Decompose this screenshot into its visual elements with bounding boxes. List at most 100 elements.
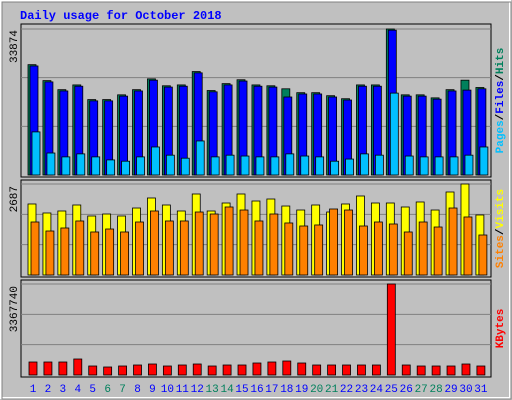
bar [373, 221, 383, 276]
x-tick-label: 7 [119, 384, 126, 396]
bar [209, 213, 219, 276]
bar [177, 364, 187, 376]
bar [148, 363, 157, 376]
bar [239, 209, 249, 276]
bar [255, 156, 265, 176]
legend-entry: Files [495, 81, 507, 114]
bar [285, 153, 295, 176]
bar [28, 361, 38, 376]
bar [45, 230, 55, 276]
bar [345, 158, 354, 176]
x-tick-label: 25 [385, 384, 398, 396]
bar [150, 210, 159, 276]
bar [136, 156, 145, 176]
bar [431, 365, 441, 376]
x-tick-label: 12 [191, 384, 204, 396]
bar [88, 365, 98, 376]
bar [342, 364, 351, 376]
bar [31, 131, 41, 176]
bar [43, 361, 53, 376]
bar [327, 364, 337, 376]
x-tick-label: 11 [176, 384, 190, 396]
bar [105, 228, 115, 276]
y-tick-label: 2687 [9, 186, 21, 212]
legend-entry: Sites [495, 235, 507, 268]
bar [464, 154, 474, 176]
x-tick-label: 30 [459, 384, 472, 396]
bar [252, 362, 262, 376]
y-tick-label: 3367740 [9, 286, 21, 332]
bar [30, 221, 40, 276]
bar [419, 156, 429, 176]
bar [416, 365, 426, 376]
bar [300, 155, 310, 176]
x-tick-label: 15 [235, 384, 248, 396]
bar [180, 157, 190, 176]
bar [270, 156, 280, 176]
x-tick-label: 5 [89, 384, 96, 396]
bar [151, 146, 160, 176]
bar [315, 156, 325, 176]
bar [118, 365, 127, 376]
bar [476, 365, 486, 376]
x-tick-label: 9 [149, 384, 156, 396]
bar [73, 358, 83, 376]
bar [91, 156, 101, 176]
bar [374, 154, 384, 176]
bar [237, 364, 247, 376]
legend-entry: KBytes [495, 309, 507, 349]
y-tick-label: 33874 [9, 30, 21, 63]
x-tick-label: 4 [74, 384, 81, 396]
x-tick-label: 24 [370, 384, 384, 396]
x-tick-label: 27 [415, 384, 428, 396]
x-tick-label: 6 [104, 384, 111, 396]
x-tick-label: 28 [430, 384, 443, 396]
bar [60, 227, 70, 276]
bar [386, 283, 396, 376]
x-tick-label: 26 [400, 384, 413, 396]
x-tick-label: 31 [474, 384, 488, 396]
bar [284, 222, 294, 276]
bar [418, 221, 428, 276]
bar [164, 220, 174, 276]
bar [240, 155, 250, 176]
bar [329, 208, 339, 276]
bar [461, 363, 471, 376]
bar [225, 154, 235, 176]
bar [46, 152, 56, 176]
bar [195, 140, 205, 176]
bar [403, 231, 413, 276]
bar [192, 363, 202, 376]
bar [162, 365, 172, 376]
bar [357, 364, 366, 376]
x-tick-label: 14 [220, 384, 234, 396]
bar [389, 92, 399, 176]
bar [58, 361, 68, 376]
x-tick-label: 2 [45, 384, 52, 396]
bar [479, 146, 489, 176]
bar [106, 159, 116, 176]
bar [360, 153, 369, 176]
bar [433, 226, 443, 276]
x-tick-label: 1 [30, 384, 37, 396]
x-tick-label: 22 [340, 384, 353, 396]
x-tick-label: 16 [250, 384, 263, 396]
bar [359, 225, 368, 276]
legend-separator: / [495, 228, 507, 235]
legend-entry: Visits [495, 189, 507, 229]
bar [282, 360, 292, 376]
bar [449, 156, 459, 176]
bar [224, 206, 234, 276]
bar [103, 366, 113, 376]
bar [76, 153, 86, 176]
bar [299, 225, 309, 276]
bar [135, 221, 144, 276]
legend: Pages/Files/Hits [495, 48, 507, 154]
bar [344, 209, 353, 276]
bar [404, 155, 414, 176]
legend: KBytes [495, 309, 507, 349]
bar [312, 364, 322, 376]
bar [207, 365, 217, 376]
panel [20, 279, 492, 378]
